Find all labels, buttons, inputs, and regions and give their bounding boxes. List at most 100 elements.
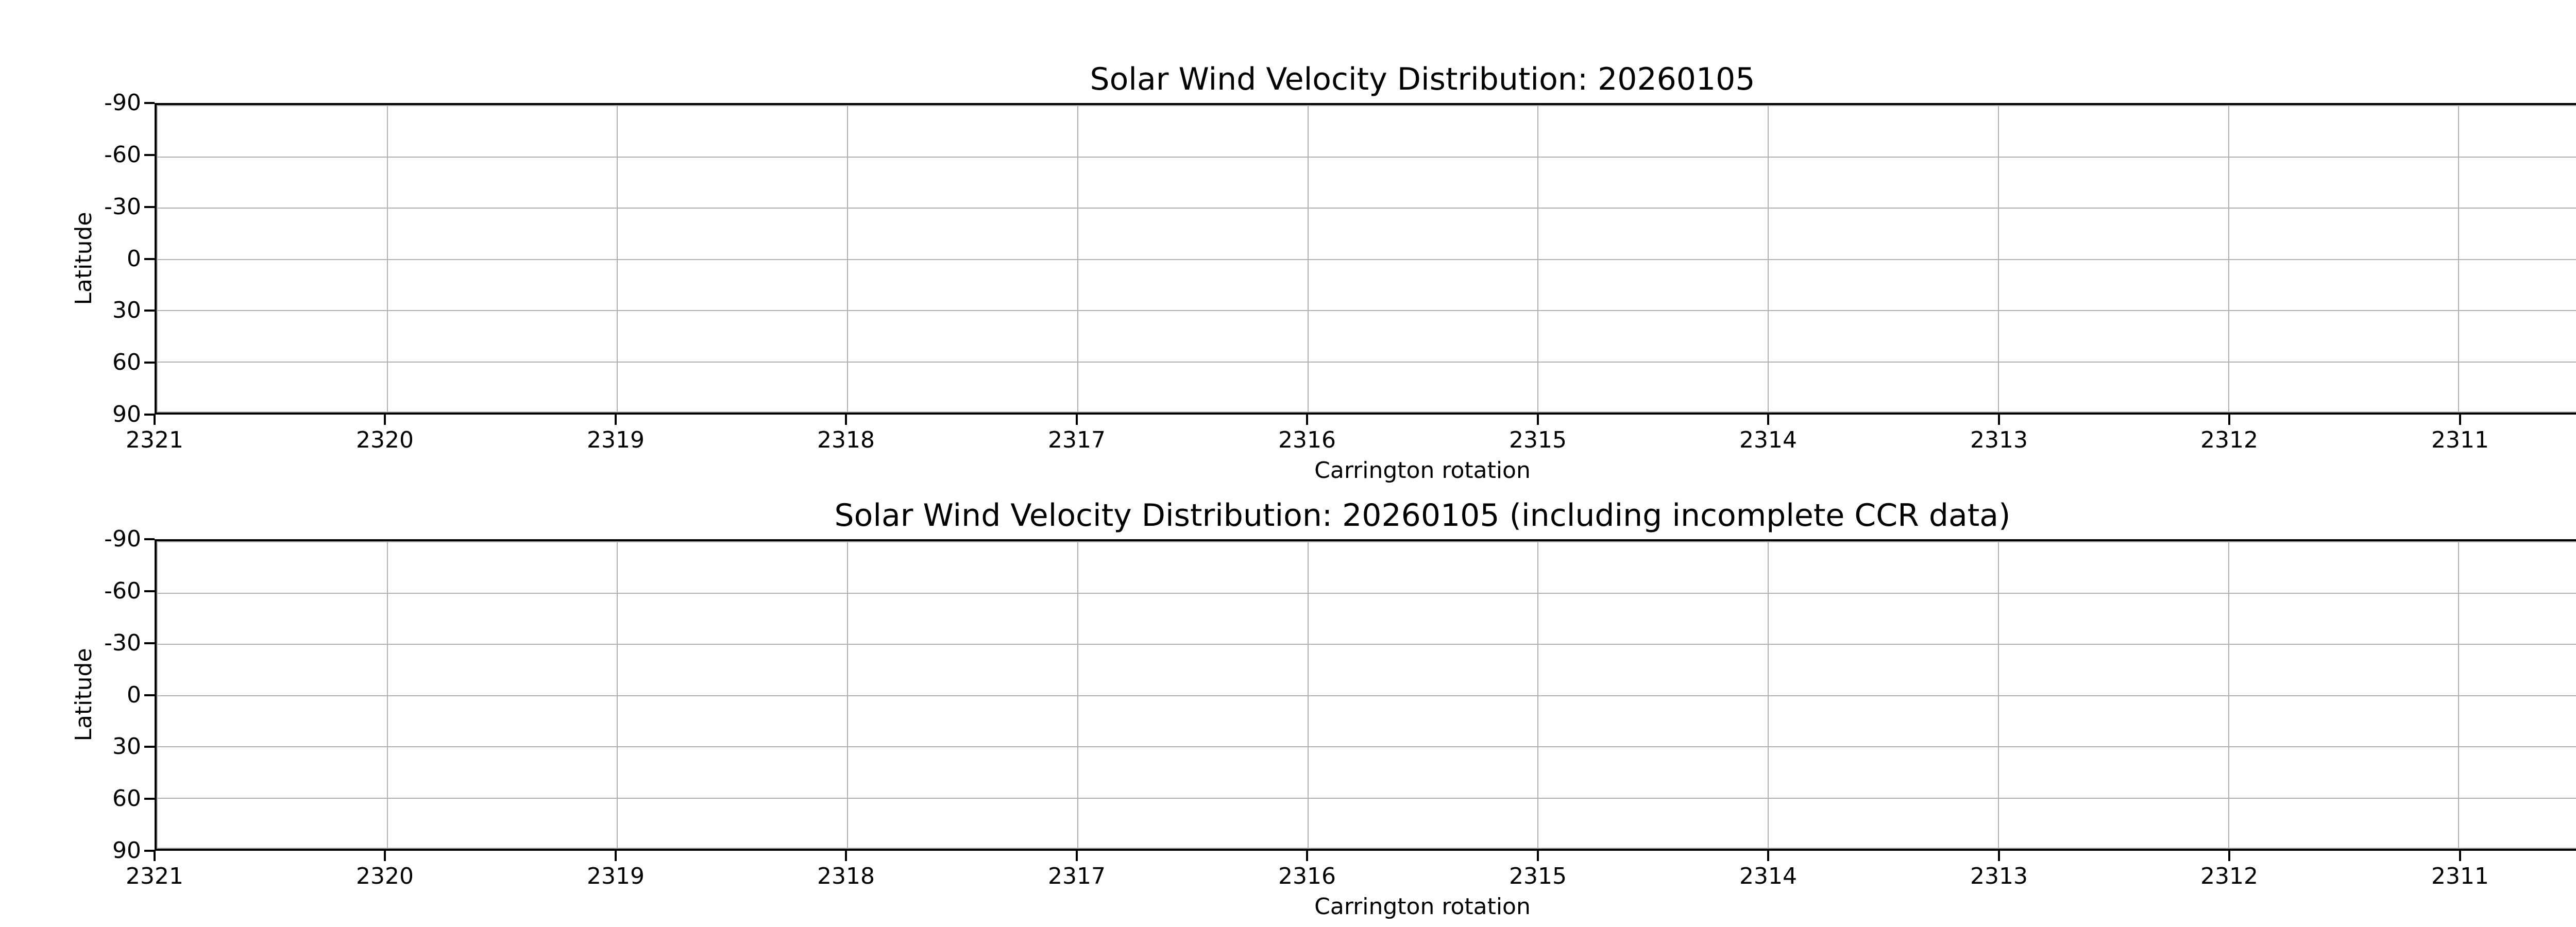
x-axis-tick-mark <box>2228 415 2230 425</box>
gridline-horizontal <box>157 746 2576 747</box>
gridline-horizontal <box>157 259 2576 260</box>
x-axis-tick-label: 2314 <box>1739 863 1797 889</box>
gridline-horizontal <box>157 310 2576 311</box>
gridline-vertical <box>1077 541 1078 849</box>
y-axis-tick-label: 60 <box>112 349 141 375</box>
gridline-vertical <box>1768 541 1769 849</box>
gridline-horizontal <box>157 848 2576 849</box>
gridline-vertical <box>1308 541 1309 849</box>
x-axis-tick-mark <box>1306 415 1308 425</box>
gridline-vertical <box>1537 105 1538 413</box>
x-axis-tick-mark <box>615 415 617 425</box>
x-axis-tick-mark <box>1998 415 2000 425</box>
bottom-panel-axes <box>155 539 2576 851</box>
x-axis-tick-label: 2315 <box>1509 863 1567 889</box>
x-axis-tick-mark <box>1537 851 1539 861</box>
gridline-vertical <box>1998 105 1999 413</box>
y-axis-tick-mark <box>144 746 155 748</box>
y-axis-tick-label: 60 <box>112 785 141 812</box>
x-axis-tick-mark <box>384 851 386 861</box>
y-axis-tick-label: -90 <box>104 526 141 552</box>
gridline-vertical <box>1998 541 1999 849</box>
y-axis-tick-label: 90 <box>112 401 141 427</box>
top-panel-title: Solar Wind Velocity Distribution: 202601… <box>1090 61 1755 97</box>
x-axis-tick-label: 2319 <box>587 863 645 889</box>
gridline-horizontal <box>157 644 2576 645</box>
x-axis-tick-label: 2320 <box>356 427 414 453</box>
x-axis-tick-label: 2314 <box>1739 427 1797 453</box>
top-panel-xaxis-label: Carrington rotation <box>1314 457 1531 484</box>
gridline-vertical <box>157 105 158 413</box>
y-axis-tick-mark <box>144 850 155 852</box>
y-axis-tick-label: -30 <box>104 630 141 656</box>
gridline-vertical <box>2458 541 2459 849</box>
gridline-horizontal <box>157 541 2576 542</box>
bottom-panel-title: Solar Wind Velocity Distribution: 202601… <box>834 497 2011 534</box>
y-axis-tick-label: 0 <box>127 246 141 272</box>
x-axis-tick-label: 2312 <box>2200 863 2258 889</box>
y-axis-tick-mark <box>144 206 155 208</box>
x-axis-tick-label: 2312 <box>2200 427 2258 453</box>
gridline-vertical <box>2458 105 2459 413</box>
gridline-vertical <box>2228 105 2229 413</box>
y-axis-tick-label: 90 <box>112 837 141 864</box>
x-axis-tick-mark <box>2459 415 2461 425</box>
x-axis-tick-mark <box>1076 851 1078 861</box>
x-axis-tick-label: 2313 <box>1970 863 2028 889</box>
x-axis-tick-mark <box>1767 415 1769 425</box>
x-axis-tick-label: 2316 <box>1278 863 1336 889</box>
y-axis-tick-mark <box>144 538 155 540</box>
top-panel-axes <box>155 103 2576 415</box>
x-axis-tick-label: 2318 <box>817 427 875 453</box>
x-axis-tick-label: 2311 <box>2431 863 2489 889</box>
x-axis-tick-label: 2311 <box>2431 427 2489 453</box>
gridline-vertical <box>617 105 618 413</box>
gridline-vertical <box>387 105 388 413</box>
x-axis-tick-mark <box>1998 851 2000 861</box>
y-axis-tick-mark <box>144 414 155 416</box>
x-axis-tick-label: 2315 <box>1509 427 1567 453</box>
gridline-vertical <box>1308 105 1309 413</box>
gridline-vertical <box>1537 541 1538 849</box>
x-axis-tick-mark <box>1537 415 1539 425</box>
gridline-vertical <box>387 541 388 849</box>
x-axis-tick-mark <box>154 415 156 425</box>
gridline-horizontal <box>157 157 2576 158</box>
x-axis-tick-mark <box>384 415 386 425</box>
x-axis-tick-label: 2316 <box>1278 427 1336 453</box>
gridline-vertical <box>2228 541 2229 849</box>
gridline-horizontal <box>157 593 2576 594</box>
x-axis-tick-label: 2321 <box>126 863 183 889</box>
x-axis-tick-label: 2313 <box>1970 427 2028 453</box>
y-axis-tick-label: -30 <box>104 194 141 220</box>
y-axis-tick-label: -60 <box>104 578 141 604</box>
y-axis-tick-label: 30 <box>112 297 141 323</box>
gridline-vertical <box>847 105 848 413</box>
gridline-horizontal <box>157 208 2576 209</box>
gridline-vertical <box>617 541 618 849</box>
x-axis-tick-mark <box>845 851 847 861</box>
x-axis-tick-mark <box>2459 851 2461 861</box>
gridline-vertical <box>1768 105 1769 413</box>
gridline-horizontal <box>157 411 2576 413</box>
gridline-vertical <box>157 541 158 849</box>
y-axis-tick-label: -90 <box>104 90 141 116</box>
gridline-horizontal <box>157 105 2576 106</box>
x-axis-tick-mark <box>154 851 156 861</box>
x-axis-tick-mark <box>845 415 847 425</box>
y-axis-tick-mark <box>144 362 155 364</box>
y-axis-tick-mark <box>144 694 155 696</box>
y-axis-tick-mark <box>144 102 155 104</box>
x-axis-tick-label: 2320 <box>356 863 414 889</box>
x-axis-tick-label: 2318 <box>817 863 875 889</box>
y-axis-tick-mark <box>144 258 155 260</box>
x-axis-tick-mark <box>1306 851 1308 861</box>
gridline-horizontal <box>157 798 2576 799</box>
y-axis-tick-label: -60 <box>104 142 141 168</box>
x-axis-tick-mark <box>1076 415 1078 425</box>
gridline-vertical <box>847 541 848 849</box>
x-axis-tick-label: 2319 <box>587 427 645 453</box>
y-axis-tick-mark <box>144 642 155 644</box>
gridline-horizontal <box>157 695 2576 696</box>
